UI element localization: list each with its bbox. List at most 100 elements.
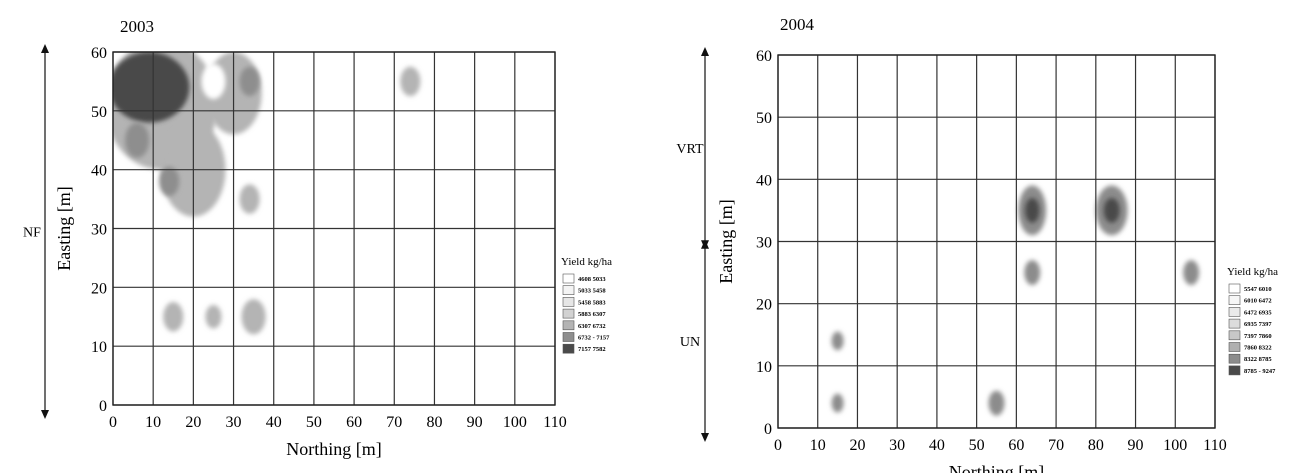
side-annotation-VRT: VRT [676, 47, 709, 250]
yield-zone [1024, 260, 1041, 286]
y-tick-label: 40 [91, 163, 107, 180]
yield-zone [113, 52, 190, 123]
y-tick-label: 50 [91, 104, 107, 121]
x-tick-label: 90 [467, 414, 483, 431]
y-tick-label: 0 [764, 421, 772, 438]
y-tick-label: 60 [91, 45, 107, 62]
x-tick-label: 110 [1203, 437, 1226, 454]
x-tick-label: 10 [145, 414, 161, 431]
x-tick-label: 70 [1048, 437, 1064, 454]
x-tick-label: 80 [426, 414, 442, 431]
x-axis-label: Northing [m] [949, 462, 1044, 473]
legend-label: 7157 7582 [578, 346, 606, 353]
legend-label: 5883 6307 [578, 311, 606, 318]
x-tick-label: 0 [109, 414, 117, 431]
chart-2003: 0 10 20 30 40 50 60 70 80 90 100 110 0 10 20 30 40 50 60 20… [23, 17, 612, 459]
yield-zone [125, 122, 150, 158]
legend-label: 5547 6010 [1244, 286, 1272, 293]
legend-label: 5458 5883 [578, 299, 606, 306]
chart-title: 2004 [780, 15, 815, 34]
y-axis-label: Easting [m] [716, 199, 736, 283]
x-tick-label: 50 [969, 437, 985, 454]
legend-label: 6307 6732 [578, 323, 606, 330]
legend-swatch [562, 320, 575, 331]
legend-title: Yield kg/ha [561, 256, 612, 268]
legend-swatch [562, 332, 575, 342]
y-tick-label: 40 [756, 172, 772, 189]
y-axis-label: Easting [m] [54, 186, 74, 270]
legend-swatch [562, 273, 575, 284]
yield-zone [1103, 197, 1120, 223]
x-axis-label: Northing [m] [286, 439, 381, 459]
x-tick-label: 30 [226, 414, 242, 431]
legend-label: 6732 - 7157 [578, 335, 610, 342]
yield-zone [163, 302, 184, 332]
yield-zone [1183, 260, 1200, 286]
legend-swatch [562, 343, 575, 354]
x-tick-label: 100 [1163, 437, 1187, 454]
legend-label: 7860 8322 [1244, 345, 1272, 352]
x-tick-label: 100 [503, 414, 527, 431]
arrow-head-up [41, 44, 49, 53]
legend-swatch [1228, 342, 1241, 352]
yield-zone [400, 66, 421, 97]
arrow-head-up [701, 47, 709, 56]
plot-frame [112, 51, 556, 406]
arrow-head-down [41, 410, 49, 419]
y-tick-label: 0 [99, 398, 107, 415]
x-tick-label: 40 [266, 414, 282, 431]
side-annotation-label: VRT [676, 142, 704, 157]
x-tick-label: 80 [1088, 437, 1104, 454]
x-tick-label: 60 [346, 414, 362, 431]
y-tick-label: 10 [756, 359, 772, 376]
yield-zones [831, 185, 1200, 416]
legend-swatch [1228, 283, 1241, 294]
arrow-head-up [701, 239, 709, 249]
x-tick-label: 90 [1128, 437, 1144, 454]
y-tick-label: 20 [91, 280, 107, 297]
legend-label: 7397 7860 [1244, 333, 1272, 340]
legend-label: 4608 5033 [578, 276, 606, 283]
legend-label: 6935 7397 [1244, 321, 1272, 328]
arrow-head-down [701, 433, 709, 442]
x-tick-label: 20 [185, 414, 201, 431]
legend-label: 8785 - 9247 [1244, 368, 1276, 375]
x-tick-label: 50 [306, 414, 322, 431]
yield-zone [201, 63, 226, 100]
legend-label: 8322 8785 [1244, 356, 1272, 363]
y-tick-label: 60 [756, 48, 772, 65]
side-annotation-label: NF [23, 226, 41, 241]
legend-swatch [562, 297, 575, 307]
legend-swatch [562, 308, 575, 319]
legend-swatch [1228, 330, 1241, 341]
x-tick-label: 60 [1008, 437, 1024, 454]
yield-zone [159, 166, 180, 197]
side-annotation-NF: NF [23, 44, 49, 419]
legend-title: Yield kg/ha [1227, 266, 1278, 278]
side-annotation-UN: UN [680, 239, 709, 442]
legend-swatch [1228, 318, 1241, 329]
legend-label: 5033 5458 [578, 288, 606, 295]
legend-swatch [1228, 365, 1241, 376]
chart-title: 2003 [120, 17, 154, 36]
yield-zone [831, 393, 844, 413]
legend-swatch [1228, 353, 1241, 364]
yield-zone [988, 390, 1005, 416]
yield-zone [241, 299, 266, 335]
legend: Yield kg/ha 4608 5033 5033 5458 5458 5883 58… [561, 256, 612, 354]
yield-zone [831, 331, 844, 351]
x-tick-label: 30 [889, 437, 905, 454]
y-tick-label: 10 [91, 339, 107, 356]
x-tick-label: 70 [386, 414, 402, 431]
x-tick-label: 110 [543, 414, 566, 431]
x-tick-label: 20 [849, 437, 865, 454]
side-annotation-label: UN [680, 335, 700, 350]
y-tick-label: 20 [756, 297, 772, 314]
y-tick-label: 30 [756, 235, 772, 252]
x-tick-label: 40 [929, 437, 945, 454]
chart-2004: 0 10 20 30 40 50 60 70 80 90 100 110 0 10 20 30 40 50 60 20… [676, 15, 1278, 473]
yield-zone [239, 66, 260, 97]
legend-label: 6472 6935 [1244, 309, 1272, 316]
yield-zone [239, 184, 260, 214]
